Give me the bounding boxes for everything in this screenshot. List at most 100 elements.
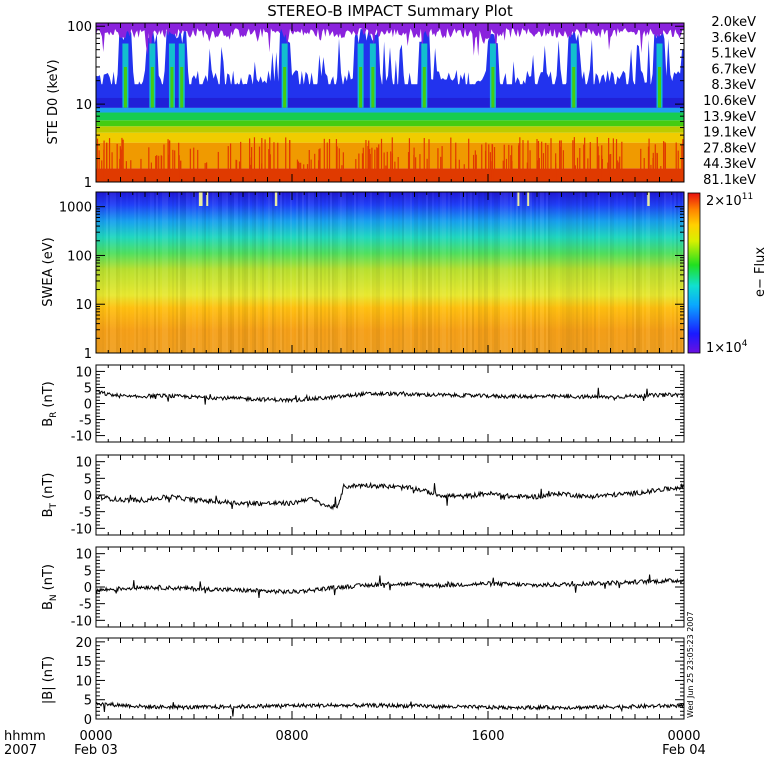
swea-stripe: [134, 192, 136, 353]
ste-high-energy-spike: [365, 139, 367, 182]
swea-stripe: [482, 192, 484, 353]
ste-high-energy-spike: [664, 142, 666, 182]
swea-stripe: [508, 192, 510, 353]
swea-stripe: [572, 192, 574, 353]
swea-panel: 1 10 100 1000 SWEA (eV) 2×1011 1×104 e− Flu…: [41, 191, 768, 362]
ste-high-energy-spike: [550, 138, 552, 182]
ste-burst-core: [359, 66, 363, 108]
swea-stripe: [230, 192, 232, 353]
y-tick-label: -5: [79, 506, 92, 521]
ste-high-energy-spike: [608, 137, 610, 182]
ste-high-energy-spike: [419, 154, 421, 182]
swea-stripe: [596, 192, 598, 353]
bt-y-axis: -10-5 0 510: [71, 456, 684, 537]
y-tick-label: 10: [75, 456, 92, 471]
ste-high-energy-spike: [119, 158, 121, 182]
swea-stripe: [254, 192, 256, 353]
swea-stripe: [550, 192, 552, 353]
y-tick-label: 1000: [59, 201, 92, 216]
swea-stripe: [648, 192, 650, 353]
br-y-axis: -10-50 510: [71, 365, 684, 445]
ste-high-energy-spike: [378, 144, 380, 182]
swea-stripe: [356, 192, 358, 353]
swea-stripe: [260, 192, 262, 353]
ste-high-energy-spike: [323, 138, 325, 182]
swea-gap: [206, 192, 209, 206]
swea-stripe: [676, 192, 678, 353]
ste-high-energy-spike: [193, 147, 195, 182]
ste-high-energy-spike: [472, 154, 475, 182]
y-tick-label: -10: [71, 522, 92, 537]
swea-stripe: [216, 192, 218, 353]
swea-stripe: [536, 192, 538, 353]
ste-burst-core: [180, 66, 184, 108]
swea-stripe: [586, 192, 588, 353]
swea-stripe: [592, 192, 594, 353]
ste-high-energy-spike: [437, 148, 439, 182]
swea-stripe: [588, 192, 590, 353]
ste-high-energy-spike: [250, 157, 252, 182]
swea-stripe: [188, 192, 190, 353]
ste-high-energy-spike: [297, 161, 300, 182]
ste-high-energy-spike: [167, 142, 169, 182]
ste-high-energy-spike: [526, 162, 528, 182]
ste-high-energy-spike: [336, 146, 338, 182]
swea-stripe: [422, 192, 424, 353]
swea-stripe: [628, 192, 630, 353]
ste-high-energy-spike: [250, 164, 252, 182]
swea-stripe: [266, 192, 268, 353]
y-tick-label: 5: [84, 694, 92, 709]
ste-high-energy-spike: [116, 143, 118, 182]
swea-stripe: [282, 192, 284, 353]
swea-stripe: [334, 192, 336, 353]
ste-high-energy-spike: [450, 137, 452, 182]
swea-stripe: [392, 192, 394, 353]
y-tick-label: 15: [75, 655, 92, 670]
ste-burst-core: [491, 66, 495, 108]
swea-stripe: [194, 192, 196, 353]
swea-stripe: [98, 192, 100, 353]
ste-high-energy-spike: [426, 158, 428, 182]
ste-high-energy-spike: [121, 137, 123, 182]
swea-stripe: [670, 192, 672, 353]
ste-high-energy-spike: [615, 139, 618, 182]
swea-stripe: [556, 192, 558, 353]
swea-stripe: [142, 192, 144, 353]
ste-high-energy-spike: [572, 140, 574, 182]
ste-high-energy-spike: [98, 150, 100, 182]
ste-high-energy-spike: [197, 149, 199, 182]
swea-stripe: [102, 192, 104, 353]
time-tick-label: 1600: [471, 729, 504, 744]
ste-high-energy-spike: [273, 142, 275, 182]
ste-high-energy-spike: [493, 147, 496, 182]
ste-high-energy-spike: [618, 162, 620, 182]
ste-burst-core: [150, 66, 154, 108]
bn-panel: -10-5 0 510 BN(nT): [41, 546, 685, 629]
swea-stripe: [322, 192, 324, 353]
ste-high-energy-spike: [408, 138, 411, 182]
swea-stripe: [594, 192, 596, 353]
ste-band-27.8keV: [96, 132, 684, 143]
swea-stripe: [186, 192, 188, 353]
ste-high-energy-spike: [601, 158, 604, 182]
swea-stripe: [396, 192, 398, 353]
swea-stripe: [386, 192, 388, 353]
ste-high-energy-spike: [538, 157, 540, 182]
ste-high-energy-spike: [598, 155, 600, 182]
swea-stripe: [618, 192, 620, 353]
swea-stripe: [638, 192, 640, 353]
ste-high-energy-spike: [574, 165, 576, 182]
swea-stripe: [504, 192, 506, 353]
swea-stripe: [382, 192, 384, 353]
swea-stripe: [522, 192, 524, 353]
swea-stripe: [228, 192, 230, 353]
legend-entry: 19.1keV: [703, 126, 756, 141]
swea-stripe: [354, 192, 356, 353]
swea-stripe: [314, 192, 316, 353]
ste-high-energy-spike: [269, 154, 271, 182]
swea-stripe: [404, 192, 406, 353]
ste-high-energy-spike: [238, 161, 241, 182]
swea-stripe: [336, 192, 338, 353]
swea-stripe: [114, 192, 116, 353]
swea-stripe: [284, 192, 286, 353]
